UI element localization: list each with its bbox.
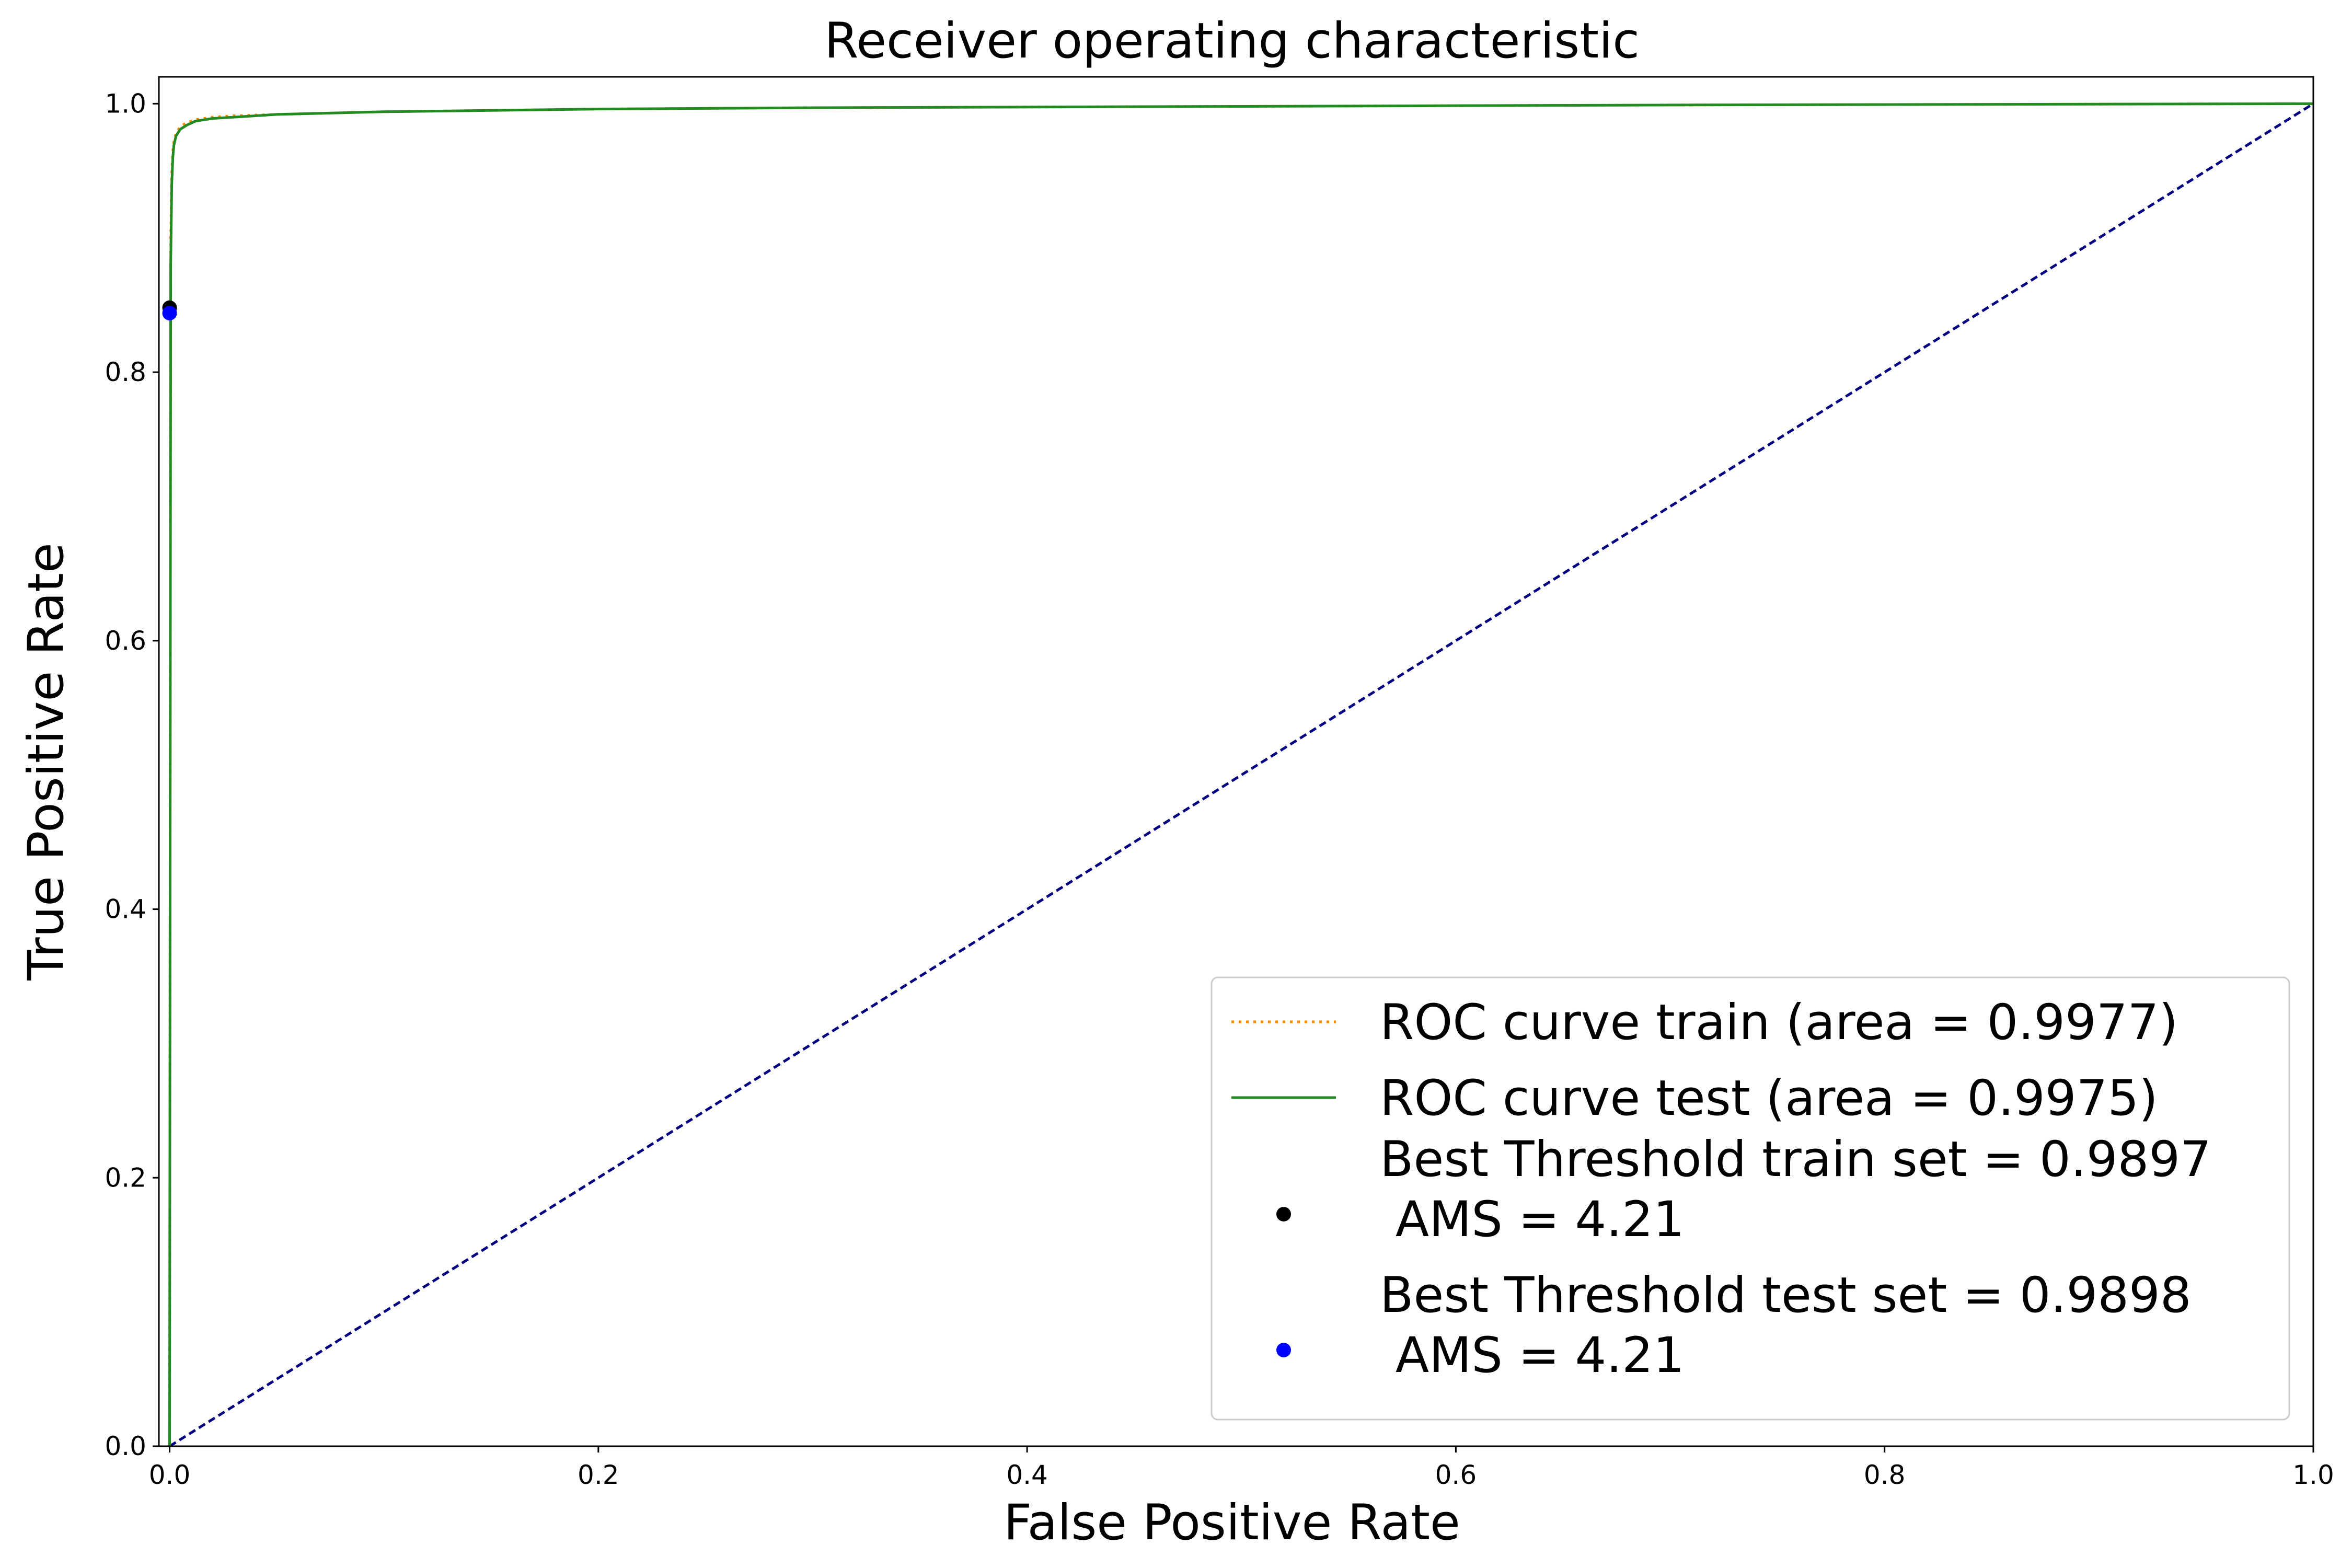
y-tick-label: 0.6 (105, 626, 146, 656)
y-tick-label: 0.0 (105, 1431, 146, 1461)
y-tick-label: 0.4 (105, 894, 146, 925)
x-tick-label: 0.8 (1864, 1460, 1906, 1490)
x-tick-label: 1.0 (2292, 1460, 2334, 1490)
legend-entry-train-point-marker (1276, 1207, 1291, 1221)
y-tick-label: 0.8 (105, 357, 146, 387)
axes: 0.0 0.2 0.4 0.6 0.8 1.0 0.0 0.2 0.4 0.6 0.8 1.0 (105, 88, 2334, 1490)
legend-entry-test-line-label: ROC curve test (area = 0.9975) (1380, 1070, 2158, 1127)
diagonal-reference-line (169, 102, 2314, 1448)
y-axis-label: True Positive Rate (18, 543, 75, 981)
x-tick-label: 0.2 (578, 1460, 619, 1490)
chart-title: Receiver operating characteristic (824, 13, 1640, 70)
plot-area (162, 102, 2314, 1448)
y-tick-label: 1.0 (105, 88, 146, 119)
x-tick-label: 0.4 (1006, 1460, 1048, 1490)
x-tick-label: 0.6 (1435, 1460, 1477, 1490)
x-tick-label: 0.0 (149, 1460, 191, 1490)
roc-test-line (168, 102, 2314, 1447)
legend-entry-test-point-label: Best Threshold test set = 0.9898 AMS = 4… (1380, 1267, 2192, 1384)
x-axis-label: False Positive Rate (1004, 1494, 1460, 1551)
best-threshold-test-point (162, 306, 177, 321)
legend-entry-train-point-label: Best Threshold train set = 0.9897 AMS = … (1380, 1131, 2211, 1248)
y-tick-label: 0.2 (105, 1162, 146, 1193)
legend-frame (1210, 976, 2290, 1421)
legend: ROC curve train (area = 0.9977) ROC curve… (1210, 976, 2290, 1421)
legend-entry-train-line-label: ROC curve train (area = 0.9977) (1380, 994, 2178, 1051)
legend-entry-test-point-marker (1276, 1343, 1291, 1357)
plot-frame (158, 76, 2314, 1447)
